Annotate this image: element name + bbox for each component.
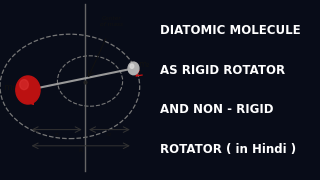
Circle shape (20, 80, 28, 90)
Text: R: R (79, 148, 83, 153)
Text: m₂: m₂ (138, 60, 149, 69)
Text: DIATOMIC MOLECULE: DIATOMIC MOLECULE (160, 24, 301, 37)
Text: r₁: r₁ (54, 132, 59, 137)
Circle shape (128, 62, 139, 75)
Text: r₂: r₂ (107, 132, 112, 137)
Text: Center
of mass: Center of mass (100, 16, 123, 27)
Text: AND NON - RIGID: AND NON - RIGID (160, 103, 274, 116)
Text: m₁: m₁ (3, 83, 15, 92)
Circle shape (130, 64, 134, 68)
Circle shape (16, 76, 40, 104)
Text: AS RIGID ROTATOR: AS RIGID ROTATOR (160, 64, 285, 77)
Text: ROTATOR ( in Hindi ): ROTATOR ( in Hindi ) (160, 143, 296, 156)
